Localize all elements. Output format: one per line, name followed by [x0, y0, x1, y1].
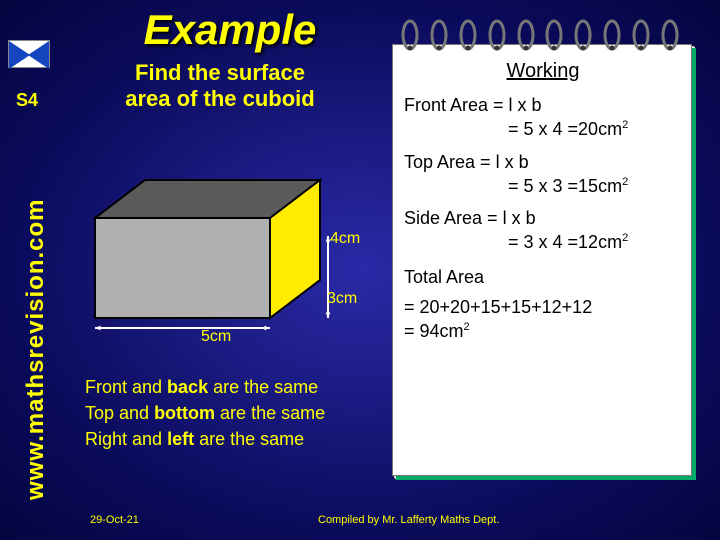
note-right-left: Right and left are the same [85, 426, 325, 452]
subtitle-line2: area of the cuboid [125, 86, 314, 111]
spiral-ring [456, 18, 480, 52]
working-notepad: Working Front Area = l x b = 5 x 4 =20cm… [384, 18, 694, 478]
spiral-ring [658, 18, 682, 52]
side-area-l2: = 3 x 4 =12cm2 [404, 230, 682, 254]
face-notes: Front and back are the same Top and bott… [85, 374, 325, 452]
cuboid-diagram: 4cm 3cm 5cm [85, 170, 375, 360]
note-front-back: Front and back are the same [85, 374, 325, 400]
dim-height: 3cm [327, 290, 357, 308]
total-l2: = 94cm2 [404, 319, 682, 343]
total-l1: = 20+20+15+15+12+12 [404, 295, 682, 319]
front-area-l1: Front Area = l x b [404, 93, 682, 117]
spiral-ring [514, 18, 538, 52]
working-text: Working Front Area = l x b = 5 x 4 =20cm… [404, 58, 682, 344]
slide: Example Find the surface area of the cub… [0, 0, 720, 540]
slide-title: Example [90, 6, 370, 54]
side-area-l1: Side Area = l x b [404, 206, 682, 230]
footer-compiled: Compiled by Mr. Lafferty Maths Dept. [318, 514, 499, 526]
website-url: www.mathsrevision.com [22, 198, 50, 500]
spiral-ring [427, 18, 451, 52]
spiral-ring [398, 18, 422, 52]
flag-logo [8, 40, 50, 68]
top-area-l2: = 5 x 3 =15cm2 [404, 174, 682, 198]
note-top-bottom: Top and bottom are the same [85, 400, 325, 426]
spiral-ring [571, 18, 595, 52]
working-title: Working [404, 58, 682, 85]
spiral-ring [600, 18, 624, 52]
slide-subtitle: Find the surface area of the cuboid [80, 60, 360, 113]
dim-length: 5cm [201, 328, 231, 346]
spiral-ring [542, 18, 566, 52]
dim-depth: 4cm [330, 230, 360, 248]
footer-date: 29-Oct-21 [90, 514, 139, 526]
top-area-l1: Top Area = l x b [404, 150, 682, 174]
front-area-l2: = 5 x 4 =20cm2 [404, 117, 682, 141]
level-label: S4 [16, 90, 38, 111]
subtitle-line1: Find the surface [135, 60, 305, 85]
total-label: Total Area [404, 265, 682, 289]
notepad-spiral [398, 18, 682, 54]
spiral-ring [485, 18, 509, 52]
spiral-ring [629, 18, 653, 52]
